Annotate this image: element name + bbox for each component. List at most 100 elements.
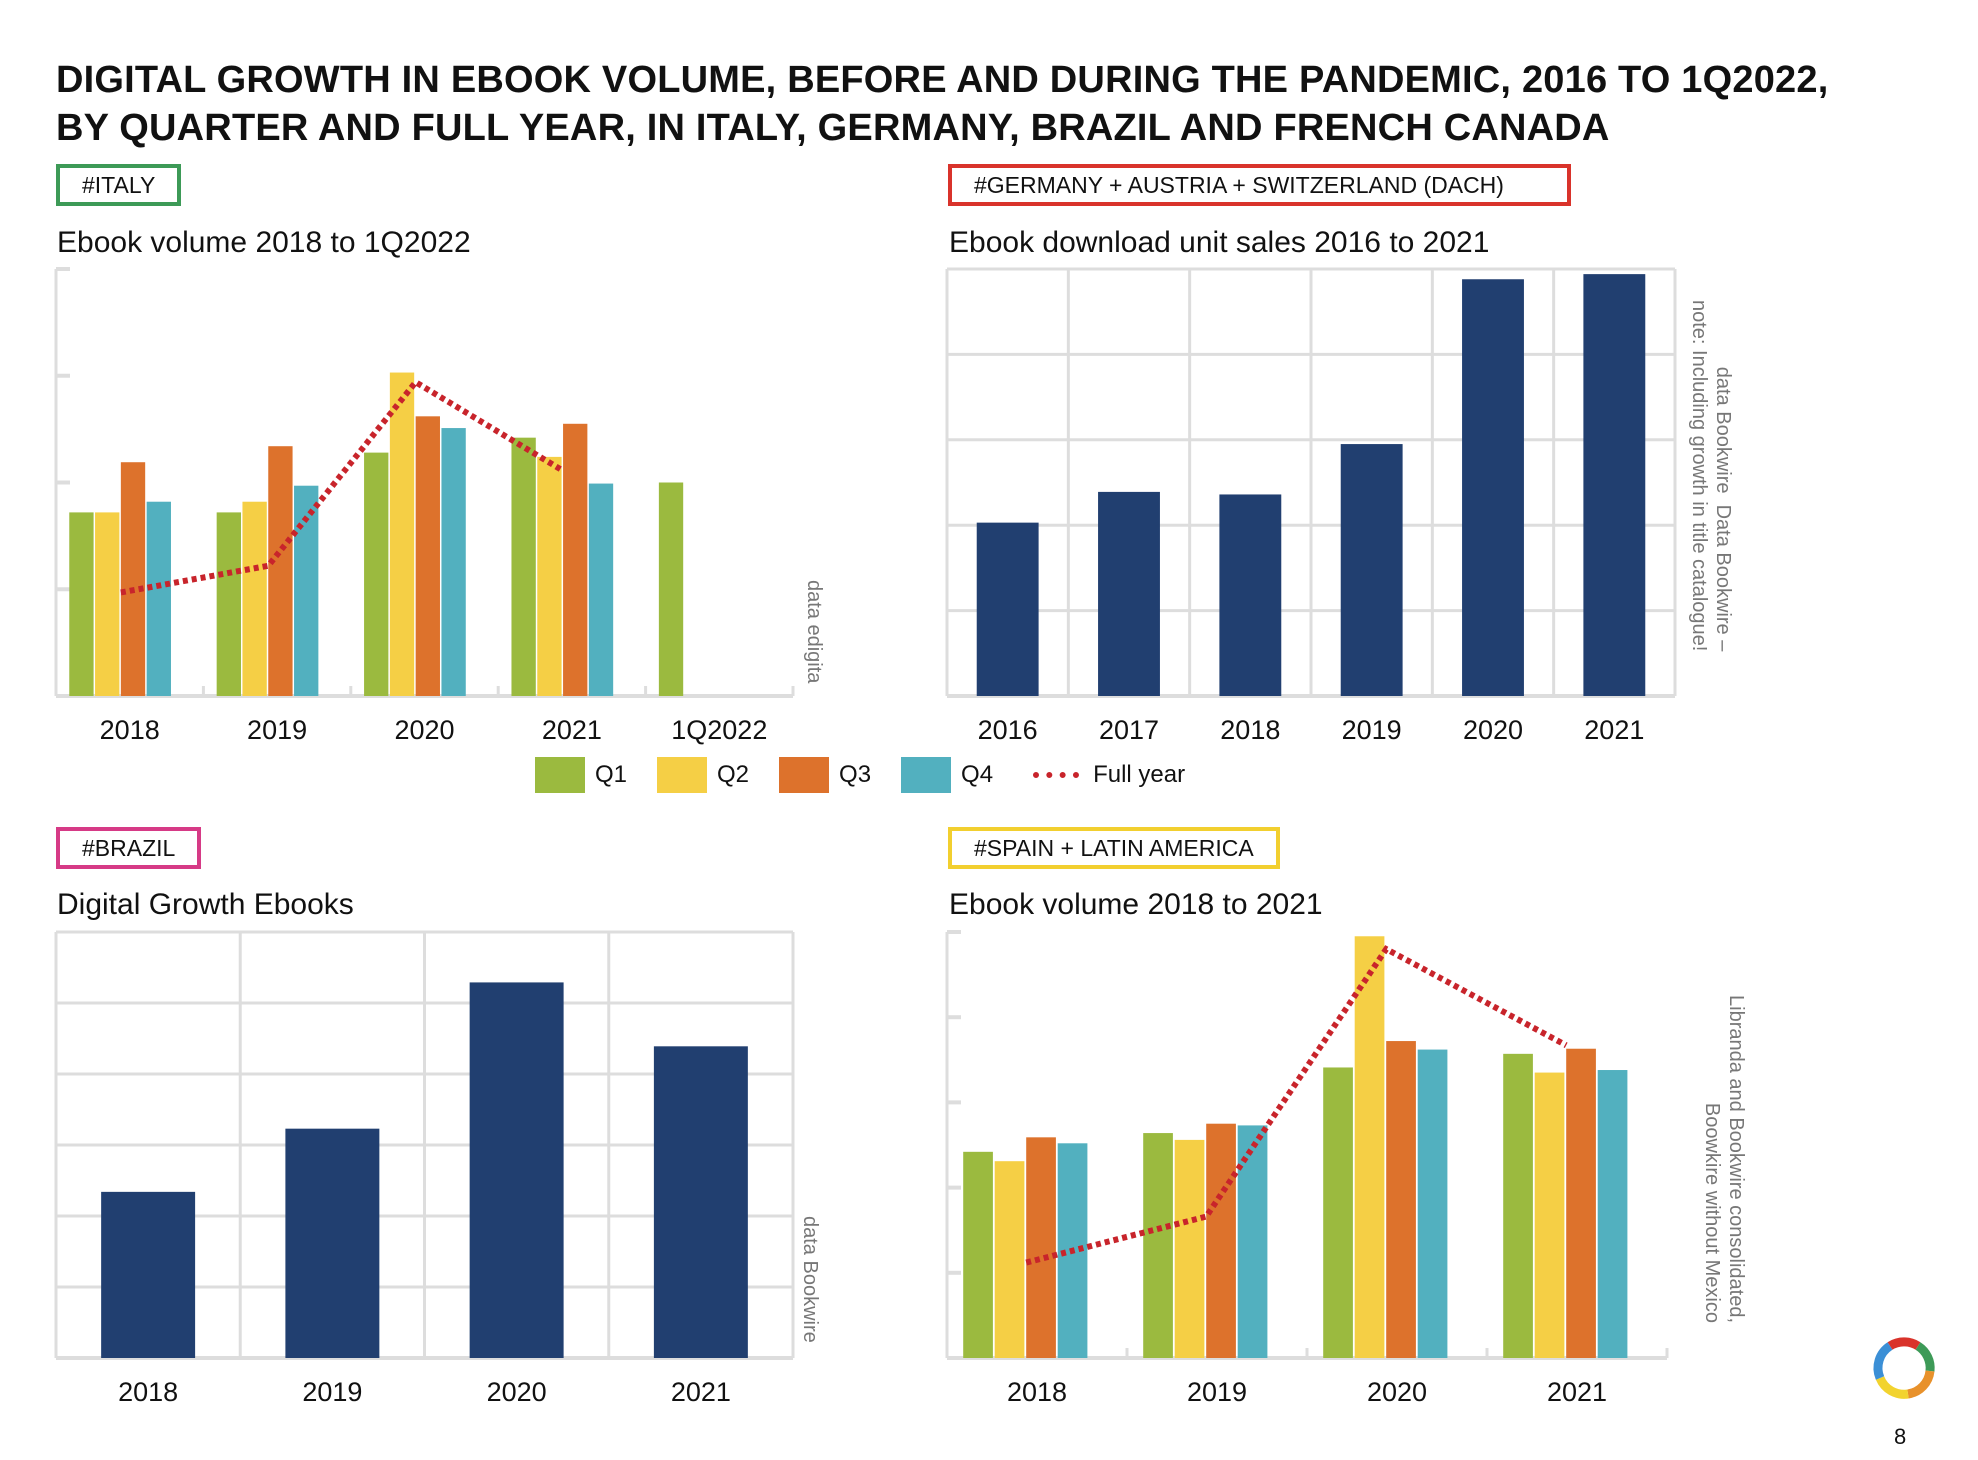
bar-q3-2021 bbox=[1566, 1048, 1596, 1358]
x-tick-label: 2020 bbox=[394, 715, 454, 745]
bar-q1-2020 bbox=[1323, 1067, 1353, 1358]
legend-label-full-year: Full year bbox=[1093, 761, 1186, 788]
brazil-tag: #BRAZIL bbox=[56, 827, 202, 869]
legend-swatch-q2 bbox=[657, 757, 708, 793]
bar-q4-2020 bbox=[1417, 1049, 1448, 1358]
bar-q1-2018 bbox=[963, 1151, 993, 1358]
bar-q3-2019 bbox=[268, 446, 293, 696]
bar-q1-2021 bbox=[1503, 1053, 1533, 1358]
spain-tag: #SPAIN + LATIN AMERICA bbox=[948, 827, 1280, 869]
bar-q4-2020 bbox=[441, 428, 466, 696]
bar-q4-2021 bbox=[588, 483, 614, 696]
legend-q2: Q2 bbox=[657, 757, 749, 793]
legend-swatch-q1 bbox=[535, 757, 585, 793]
dach-source: data Bookwire Data Bookwire – note: Incl… bbox=[1688, 300, 1734, 652]
page-number: 8 bbox=[1894, 1424, 1907, 1449]
legend-full-year: Full year bbox=[1023, 761, 1185, 789]
bar-q4-2021 bbox=[1597, 1070, 1628, 1358]
bar-q3-2020 bbox=[1386, 1041, 1416, 1358]
title-line-2: BY QUARTER AND FULL YEAR, IN ITALY, GERM… bbox=[56, 107, 1610, 149]
bar-q1-2020 bbox=[364, 452, 389, 696]
bar-q4-2019 bbox=[1237, 1125, 1268, 1358]
bar-2019 bbox=[1340, 444, 1403, 696]
legend-q3: Q3 bbox=[779, 757, 871, 793]
italy-chart-title: Ebook volume 2018 to 1Q2022 bbox=[57, 226, 471, 259]
italy-source: data edigita bbox=[803, 580, 825, 684]
bar-q1-2019 bbox=[216, 512, 241, 696]
bar-2016 bbox=[976, 522, 1039, 696]
page-title: DIGITAL GROWTH IN EBOOK VOLUME, BEFORE A… bbox=[56, 56, 1828, 152]
bar-q2-2021 bbox=[537, 456, 562, 696]
bar-2020 bbox=[469, 982, 564, 1358]
bar-q2-2021 bbox=[1534, 1072, 1565, 1358]
x-tick-label: 2019 bbox=[1187, 1377, 1247, 1407]
bar-2020 bbox=[1462, 279, 1524, 696]
x-tick-label: 2020 bbox=[1463, 715, 1523, 745]
bar-q1-2019 bbox=[1143, 1133, 1173, 1358]
legend-swatch-q3 bbox=[779, 757, 830, 793]
bar-q2-2018 bbox=[994, 1161, 1025, 1358]
legend-label-q4: Q4 bbox=[961, 761, 994, 788]
dach-tag: #GERMANY + AUSTRIA + SWITZERLAND (DACH) bbox=[948, 164, 1571, 206]
legend-swatch-q4 bbox=[901, 757, 952, 793]
x-tick-label: 2019 bbox=[247, 715, 307, 745]
dach-chart-title: Ebook download unit sales 2016 to 2021 bbox=[949, 226, 1490, 259]
full-year-line bbox=[1025, 945, 1568, 1266]
bar-2018 bbox=[101, 1191, 196, 1358]
spain-source: Libranda and Bookwire consolidated, Boow… bbox=[1701, 995, 1747, 1323]
x-tick-label: 2019 bbox=[302, 1377, 362, 1407]
legend-label-q3: Q3 bbox=[839, 761, 872, 788]
bar-q2-2019 bbox=[242, 501, 267, 696]
x-tick-label: 2017 bbox=[1099, 715, 1159, 745]
brazil-source: data Bookwire bbox=[799, 1216, 821, 1343]
x-tick-label: 2018 bbox=[1220, 715, 1280, 745]
bar-q3-2019 bbox=[1206, 1123, 1236, 1358]
bar-q2-2020 bbox=[1354, 936, 1385, 1358]
brazil-chart: 2018 2019 2020 2021 bbox=[54, 930, 795, 1407]
legend-label-q2: Q2 bbox=[717, 761, 750, 788]
title-line-1: DIGITAL GROWTH IN EBOOK VOLUME, BEFORE A… bbox=[56, 59, 1829, 101]
bar-q4-2018 bbox=[146, 501, 171, 696]
legend-q4: Q4 bbox=[901, 757, 993, 793]
bar-q3-2018 bbox=[1026, 1137, 1056, 1358]
bar-2021 bbox=[653, 1046, 748, 1358]
x-tick-label: 2018 bbox=[1007, 1377, 1067, 1407]
ring-logo-icon bbox=[1873, 1337, 1935, 1399]
bar-q3-2020 bbox=[415, 416, 440, 696]
spain-chart-title: Ebook volume 2018 to 2021 bbox=[949, 888, 1323, 921]
x-tick-label: 2018 bbox=[118, 1377, 178, 1407]
x-tick-label: 2020 bbox=[1367, 1377, 1427, 1407]
x-tick-label: 2020 bbox=[487, 1377, 547, 1407]
bar-q1-1Q2022 bbox=[658, 482, 684, 696]
bar-q1-2021 bbox=[511, 437, 536, 696]
legend-q1: Q1 bbox=[535, 757, 627, 793]
x-tick-label: 2016 bbox=[978, 715, 1038, 745]
legend-swatch-full-year bbox=[1033, 772, 1080, 778]
bar-2021 bbox=[1583, 274, 1646, 696]
full-year-line bbox=[120, 378, 565, 596]
bar-2017 bbox=[1098, 491, 1160, 696]
bar-q1-2018 bbox=[69, 512, 94, 696]
bar-2018 bbox=[1219, 494, 1282, 696]
bar-q2-2020 bbox=[389, 372, 415, 696]
dach-chart: 2016 2017 2018 2019 2020 2021 bbox=[945, 267, 1677, 745]
x-tick-label: 2021 bbox=[671, 1377, 731, 1407]
bar-q3-2018 bbox=[120, 462, 146, 696]
bar-q3-2021 bbox=[563, 423, 588, 696]
brazil-chart-title: Digital Growth Ebooks bbox=[57, 888, 354, 921]
spain-chart: 2018 2019 2020 2021 bbox=[945, 930, 1669, 1407]
x-tick-label: 2021 bbox=[542, 715, 602, 745]
x-tick-label: 2021 bbox=[1547, 1377, 1607, 1407]
italy-chart: 2018 2019 2020 2021 1Q2022 bbox=[54, 267, 795, 745]
x-tick-label: 2021 bbox=[1584, 715, 1644, 745]
legend-label-q1: Q1 bbox=[595, 761, 628, 788]
x-tick-label: 1Q2022 bbox=[671, 715, 767, 745]
italy-tag: #ITALY bbox=[56, 164, 182, 206]
bar-q2-2019 bbox=[1174, 1139, 1205, 1358]
x-tick-label: 2019 bbox=[1342, 715, 1402, 745]
legend: Q1 Q2 Q3 Q4 Full year bbox=[535, 757, 1215, 793]
bar-2019 bbox=[285, 1128, 380, 1358]
bar-q2-2018 bbox=[95, 512, 120, 696]
x-tick-label: 2018 bbox=[100, 715, 160, 745]
